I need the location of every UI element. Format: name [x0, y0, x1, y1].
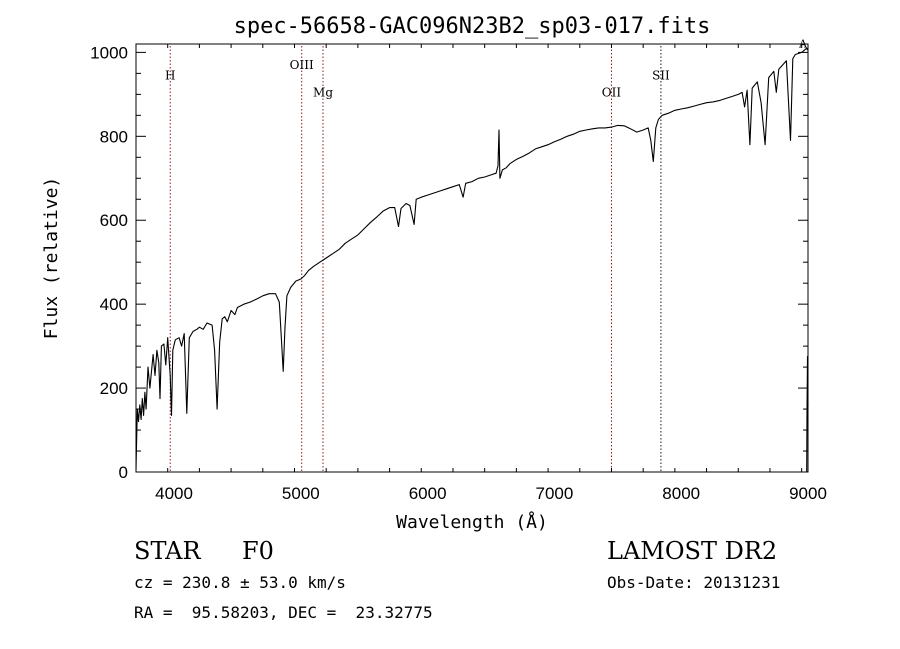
y-tick-label: 400	[100, 295, 128, 314]
redshift-velocity: cz = 230.8 ± 53.0 km/s	[134, 573, 346, 592]
x-tick-label: 6000	[409, 484, 447, 503]
marker-label: OIII	[290, 58, 314, 72]
y-tick-label: 600	[100, 211, 128, 230]
marker-label: Mg	[313, 85, 333, 99]
observation-date: Obs-Date: 20131231	[607, 573, 781, 592]
spectral-subclass: F0	[242, 537, 274, 565]
y-tick-label: 1000	[90, 43, 128, 62]
marker-label: SII	[652, 69, 670, 83]
y-tick-label: 200	[100, 379, 128, 398]
chart-title: spec-56658-GAC096N23B2_sp03-017.fits	[234, 14, 711, 39]
annotation-label: A	[798, 37, 808, 50]
spectrum-line	[806, 356, 809, 473]
y-tick-label: 0	[119, 463, 128, 482]
y-tick-label: 800	[100, 127, 128, 146]
marker-label: H	[165, 69, 175, 83]
y-axis: 0 200 400 600 800 1000	[90, 43, 808, 482]
plot-frame	[135, 43, 809, 473]
x-tick-label: 9000	[789, 484, 827, 503]
spectrum-series	[135, 47, 809, 473]
coordinates: RA = 95.58203, DEC = 23.32775	[134, 603, 433, 622]
survey-name: LAMOST DR2	[607, 537, 778, 565]
spectrum-line	[135, 47, 809, 470]
x-tick-label: 4000	[155, 484, 193, 503]
marker-label: OII	[602, 85, 622, 99]
object-type: STAR	[134, 537, 201, 565]
x-axis-label: Wavelength (Å)	[396, 511, 548, 533]
y-axis-label: Flux (relative)	[41, 177, 62, 340]
x-tick-label: 5000	[282, 484, 320, 503]
x-tick-label: 7000	[536, 484, 574, 503]
x-axis: 4000 5000 6000 7000 8000 9000	[135, 44, 827, 503]
x-tick-label: 8000	[662, 484, 700, 503]
